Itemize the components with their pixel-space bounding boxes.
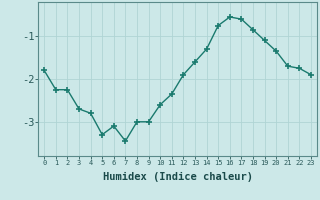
X-axis label: Humidex (Indice chaleur): Humidex (Indice chaleur) [103, 172, 252, 182]
